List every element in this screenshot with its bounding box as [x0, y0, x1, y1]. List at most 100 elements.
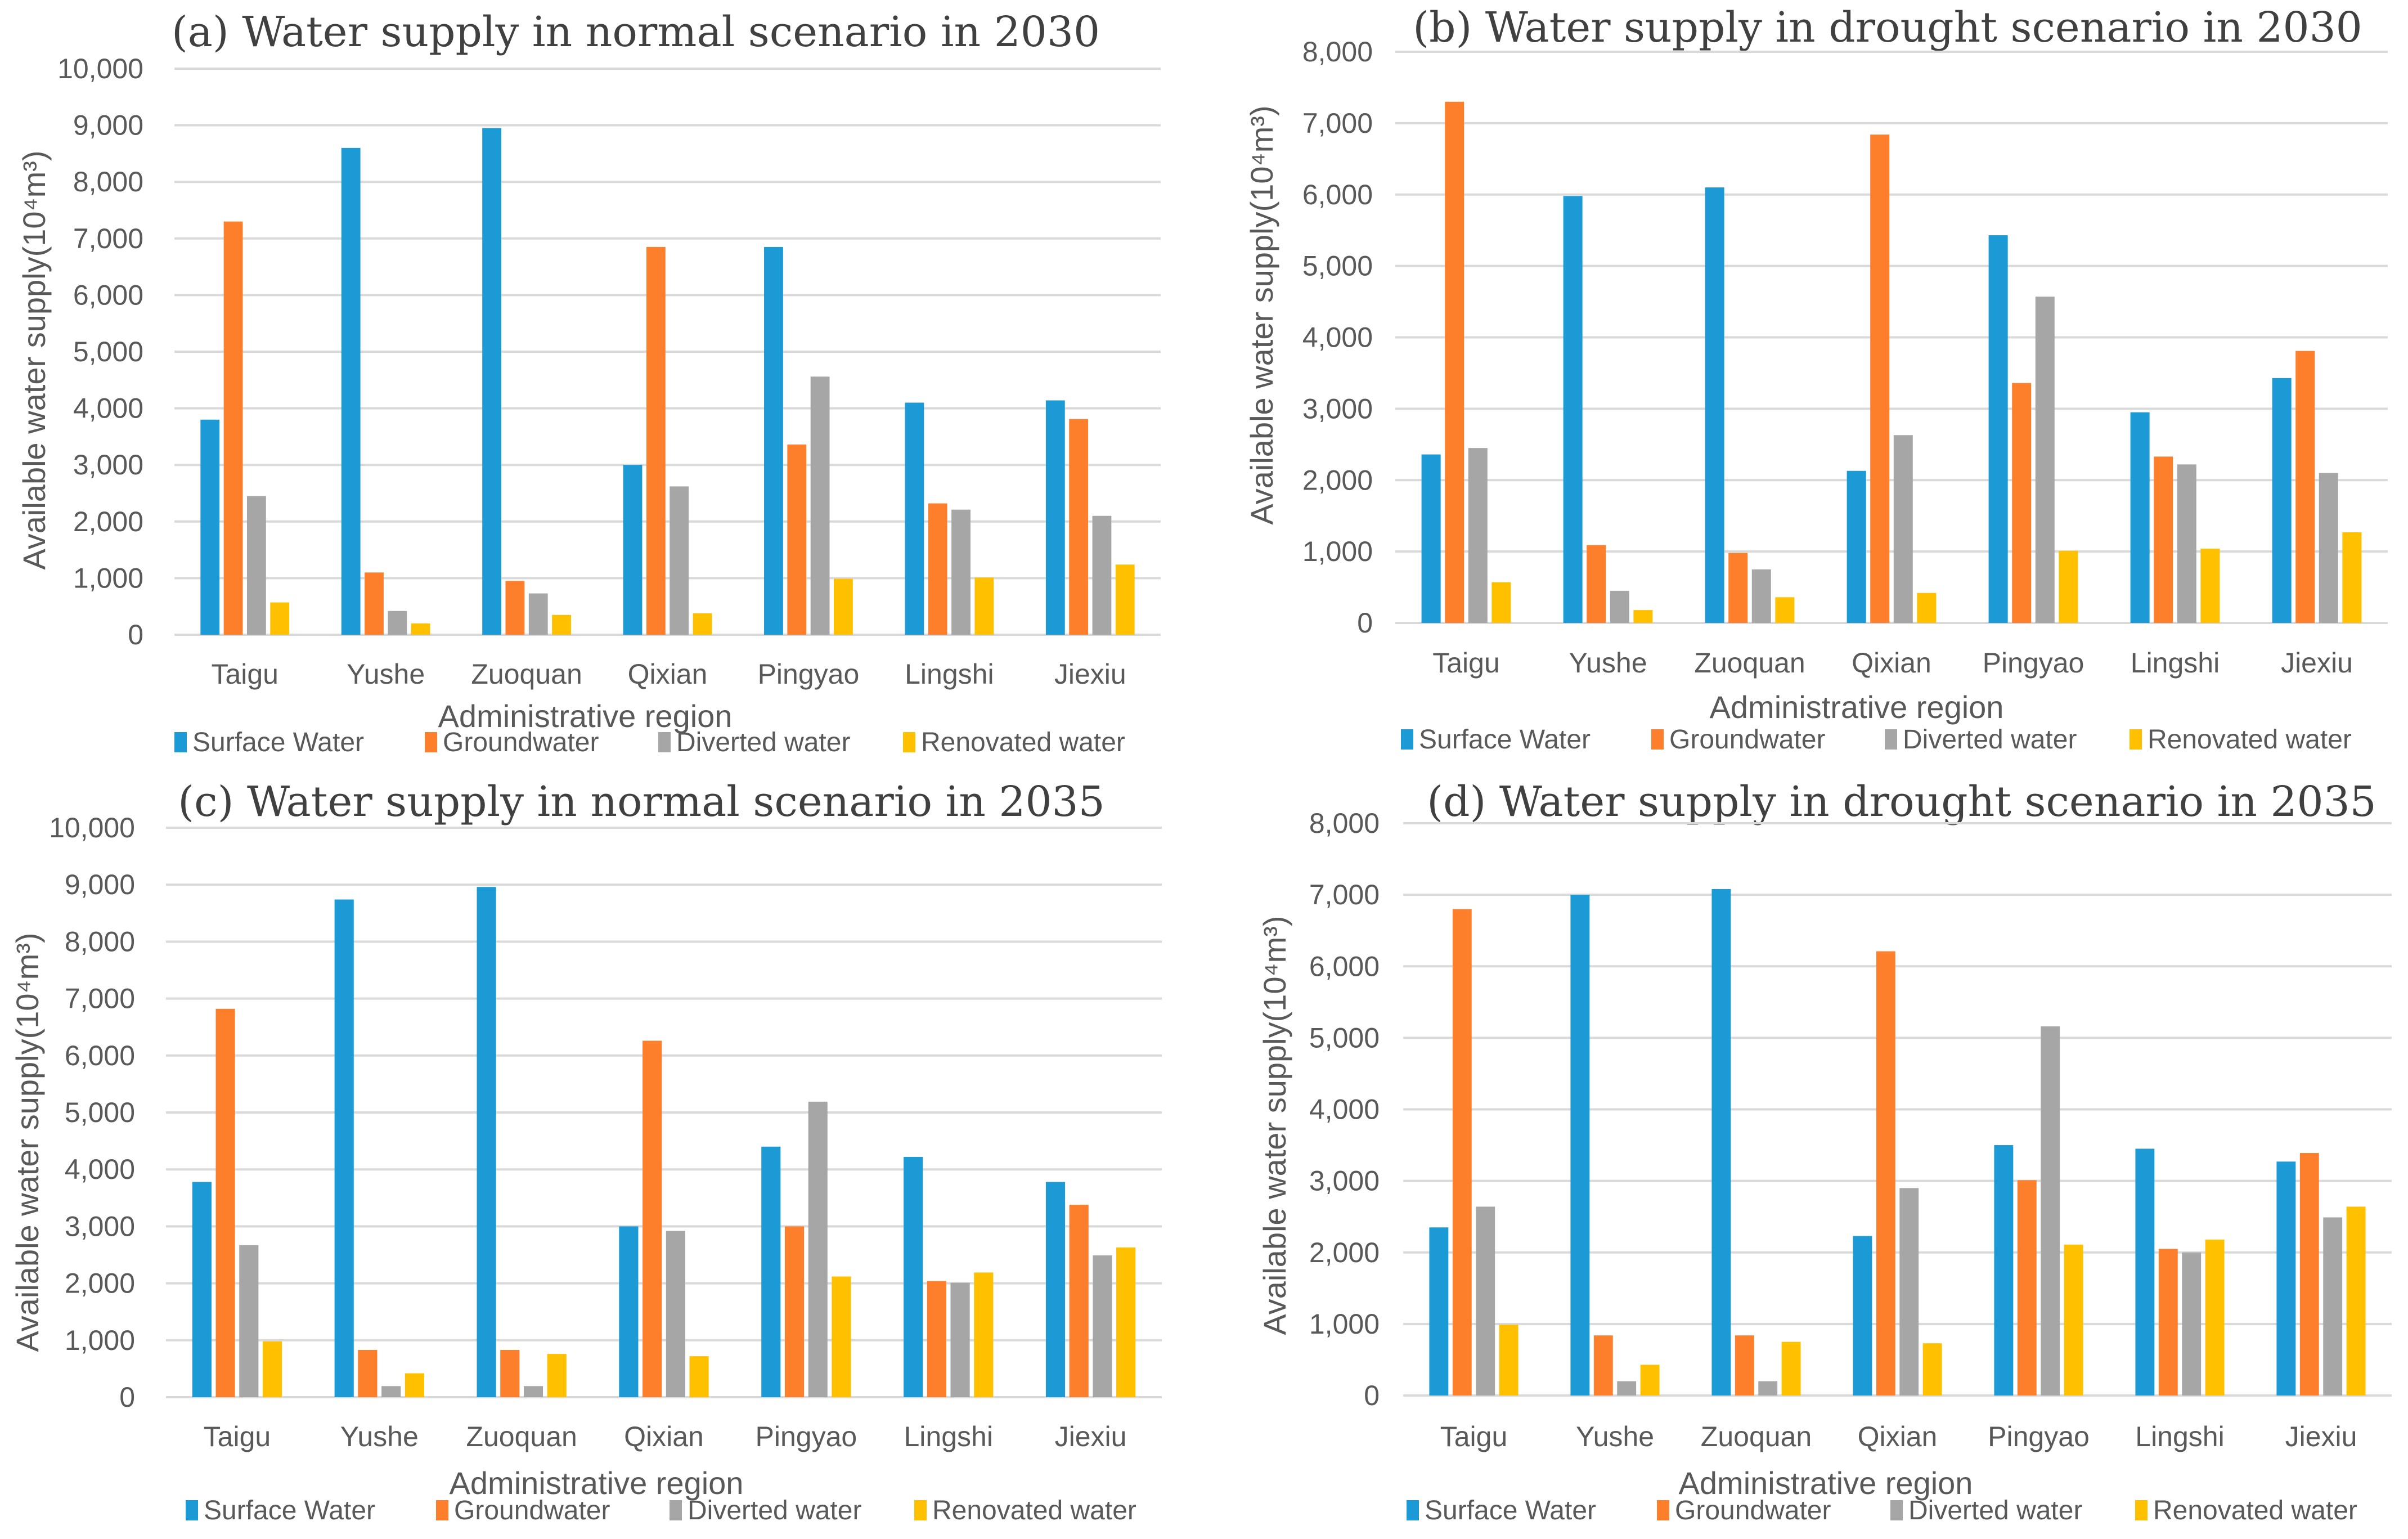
bar-surface-water-yushe	[341, 147, 361, 635]
y-axis-title: Available water supply(10⁴m³)	[16, 150, 52, 569]
legend-item: Diverted water	[658, 728, 850, 757]
bar-diverted-water-jiexiu	[2319, 473, 2338, 623]
y-tick-label: 1,000	[65, 1325, 135, 1356]
bar-groundwater-pingyao	[2017, 1180, 2037, 1396]
bar-groundwater-zuoquan	[1735, 1335, 1754, 1396]
legend-item: Diverted water	[1885, 725, 2077, 755]
bar-renovated-water-yushe	[1640, 1365, 1660, 1396]
bars	[1421, 101, 2362, 623]
legend-swatch	[1407, 1500, 1419, 1520]
bar-diverted-water-zuoquan	[1751, 569, 1771, 623]
legend-swatch	[903, 732, 915, 752]
legend-item: Surface Water	[1407, 1496, 1596, 1525]
bar-diverted-water-jiexiu	[1093, 1255, 1112, 1397]
bar-groundwater-lingshi	[2154, 456, 2173, 623]
bar-diverted-water-taigu	[239, 1245, 259, 1397]
x-tick-label: Jiexiu	[1054, 658, 1126, 690]
bar-renovated-water-jiexiu	[2342, 532, 2362, 623]
y-tick-label: 10,000	[57, 53, 143, 84]
x-tick-label: Yushe	[347, 658, 425, 690]
bar-renovated-water-taigu	[262, 1341, 282, 1397]
y-tick-label: 3,000	[73, 449, 143, 481]
bar-surface-water-taigu	[192, 1182, 212, 1397]
bar-diverted-water-qixian	[1893, 435, 1913, 623]
bar-diverted-water-yushe	[381, 1386, 401, 1397]
bar-groundwater-lingshi	[928, 503, 947, 635]
bar-groundwater-zuoquan	[505, 581, 525, 635]
y-tick-label: 5,000	[65, 1097, 135, 1128]
bar-diverted-water-yushe	[1617, 1381, 1637, 1396]
bar-groundwater-zuoquan	[1728, 553, 1748, 623]
bar-surface-water-qixian	[623, 465, 643, 635]
bar-groundwater-taigu	[223, 221, 243, 635]
legend-label: Renovated water	[2148, 725, 2352, 755]
legend: Surface Water Groundwater Diverted water Re…	[1407, 1496, 2357, 1525]
legend-swatch	[2135, 1500, 2148, 1520]
y-tick-label: 3,000	[1302, 393, 1373, 424]
y-tick-label: 4,000	[65, 1154, 135, 1185]
legend-label: Diverted water	[676, 728, 850, 757]
y-tick-label: 7,000	[1302, 107, 1373, 139]
bars	[200, 128, 1135, 635]
y-tick-label: 3,000	[1309, 1165, 1380, 1197]
x-tick-label: Pingyao	[1983, 647, 2084, 679]
legend-item: Diverted water	[1890, 1496, 2082, 1525]
bar-surface-water-lingshi	[905, 402, 924, 635]
x-tick-label: Taigu	[211, 658, 278, 690]
y-tick-label: 8,000	[1302, 36, 1373, 68]
bar-renovated-water-taigu	[270, 602, 290, 635]
y-tick-label: 7,000	[65, 983, 135, 1015]
y-tick-label: 6,000	[1302, 179, 1373, 210]
y-tick-label: 10,000	[49, 812, 135, 843]
x-tick-label: Yushe	[1576, 1421, 1654, 1452]
legend-label: Diverted water	[688, 1496, 861, 1525]
x-tick-label: Zuoquan	[466, 1421, 577, 1452]
y-tick-label: 4,000	[1302, 322, 1373, 353]
legend-label: Surface Water	[1425, 1496, 1596, 1525]
legend-swatch	[1401, 729, 1413, 750]
bar-diverted-water-pingyao	[808, 1101, 828, 1397]
legend-swatch	[1885, 729, 1897, 750]
x-tick-label: Lingshi	[905, 658, 994, 690]
gridlines	[166, 827, 1162, 1398]
bar-groundwater-qixian	[1876, 951, 1895, 1396]
y-tick-label: 2,000	[73, 506, 143, 537]
y-tick-label: 7,000	[73, 223, 143, 254]
bar-groundwater-lingshi	[2158, 1249, 2178, 1396]
bar-diverted-water-qixian	[670, 486, 689, 635]
bar-renovated-water-lingshi	[2205, 1239, 2225, 1396]
legend-label: Diverted water	[1903, 725, 2077, 755]
bar-groundwater-zuoquan	[500, 1350, 520, 1397]
y-tick-label: 7,000	[1309, 879, 1380, 910]
bar-surface-water-qixian	[1853, 1236, 1872, 1396]
x-tick-label: Taigu	[204, 1421, 271, 1452]
legend-item: Groundwater	[436, 1496, 610, 1525]
bar-surface-water-yushe	[334, 899, 354, 1397]
legend-label: Surface Water	[192, 728, 364, 757]
x-tick-label: Taigu	[1432, 647, 1500, 679]
bar-renovated-water-pingyao	[832, 1276, 851, 1397]
y-axis-ticks: 0 1,000 2,000 3,000 4,000 5,000 6,000 7,000 8,00…	[1309, 807, 1380, 1411]
bar-surface-water-zuoquan	[482, 128, 501, 635]
bar-diverted-water-pingyao	[810, 376, 830, 635]
legend-swatch	[670, 1500, 682, 1520]
x-tick-label: Pingyao	[758, 658, 860, 690]
y-axis-title: Available water supply(10⁴m³)	[1244, 105, 1279, 524]
bar-renovated-water-jiexiu	[1115, 564, 1135, 635]
bar-diverted-water-jiexiu	[2323, 1217, 2343, 1396]
bar-groundwater-taigu	[215, 1008, 235, 1397]
bar-surface-water-yushe	[1563, 196, 1583, 623]
x-tick-label: Qixian	[1852, 647, 1931, 679]
y-tick-label: 2,000	[1302, 464, 1373, 496]
legend-swatch	[186, 1500, 198, 1520]
x-tick-label: Yushe	[1569, 647, 1647, 679]
bar-diverted-water-qixian	[1899, 1188, 1919, 1396]
bar-groundwater-jiexiu	[1069, 1204, 1089, 1397]
y-tick-label: 0	[128, 619, 143, 650]
bar-surface-water-zuoquan	[1711, 889, 1731, 1396]
bar-groundwater-yushe	[1593, 1335, 1613, 1396]
y-tick-label: 1,000	[1309, 1308, 1380, 1340]
y-tick-label: 1,000	[73, 562, 143, 594]
bar-surface-water-taigu	[200, 419, 220, 635]
legend: Surface Water Groundwater Diverted water Re…	[174, 728, 1125, 757]
